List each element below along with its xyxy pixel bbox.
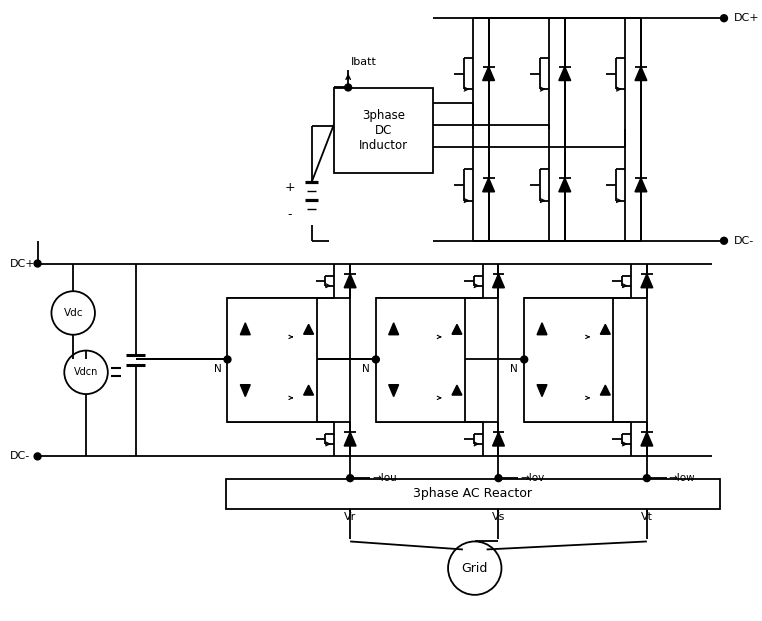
Bar: [376, 298, 465, 422]
Text: 3phase
DC
Inductor: 3phase DC Inductor: [359, 109, 408, 152]
Polygon shape: [344, 274, 356, 288]
Polygon shape: [303, 385, 313, 395]
Circle shape: [721, 15, 728, 22]
Polygon shape: [635, 178, 647, 192]
Bar: [226, 479, 720, 509]
Text: Vdcn: Vdcn: [74, 367, 98, 378]
Text: 3phase AC Reactor: 3phase AC Reactor: [413, 487, 533, 501]
Text: →Iou: →Iou: [372, 473, 397, 483]
Bar: [335, 88, 434, 173]
Circle shape: [344, 84, 351, 91]
Text: Vs: Vs: [491, 512, 505, 522]
Polygon shape: [492, 432, 504, 446]
Polygon shape: [389, 323, 399, 335]
Text: DC-: DC-: [734, 236, 754, 246]
Circle shape: [34, 453, 41, 460]
Polygon shape: [641, 274, 653, 288]
Text: →Iow: →Iow: [668, 473, 695, 483]
Polygon shape: [452, 324, 462, 334]
Polygon shape: [635, 66, 647, 81]
Text: -: -: [287, 207, 292, 220]
Polygon shape: [344, 432, 356, 446]
Polygon shape: [537, 384, 547, 397]
Text: N: N: [213, 365, 222, 374]
Circle shape: [34, 260, 41, 267]
Polygon shape: [303, 324, 313, 334]
Text: Vt: Vt: [641, 512, 653, 522]
Polygon shape: [559, 178, 571, 192]
Polygon shape: [240, 323, 250, 335]
Polygon shape: [537, 323, 547, 335]
Text: +: +: [284, 181, 295, 194]
Bar: [228, 298, 316, 422]
Text: DC+: DC+: [10, 258, 36, 268]
Polygon shape: [452, 385, 462, 395]
Bar: [524, 298, 613, 422]
Polygon shape: [482, 178, 495, 192]
Circle shape: [495, 474, 502, 482]
Polygon shape: [482, 66, 495, 81]
Polygon shape: [240, 384, 250, 397]
Polygon shape: [600, 324, 610, 334]
Text: DC+: DC+: [734, 13, 760, 23]
Text: Vr: Vr: [344, 512, 357, 522]
Circle shape: [520, 356, 527, 363]
Polygon shape: [492, 274, 504, 288]
Polygon shape: [600, 385, 610, 395]
Polygon shape: [389, 384, 399, 397]
Circle shape: [721, 237, 728, 244]
Polygon shape: [641, 432, 653, 446]
Text: Ibatt: Ibatt: [351, 57, 377, 66]
Text: DC-: DC-: [10, 451, 30, 461]
Circle shape: [643, 474, 650, 482]
Text: Grid: Grid: [462, 561, 488, 574]
Circle shape: [373, 356, 379, 363]
Circle shape: [347, 474, 354, 482]
Text: N: N: [362, 365, 370, 374]
Circle shape: [224, 356, 231, 363]
Text: →Iov: →Iov: [520, 473, 545, 483]
Text: N: N: [511, 365, 518, 374]
Polygon shape: [559, 66, 571, 81]
Text: Vdc: Vdc: [63, 308, 83, 318]
